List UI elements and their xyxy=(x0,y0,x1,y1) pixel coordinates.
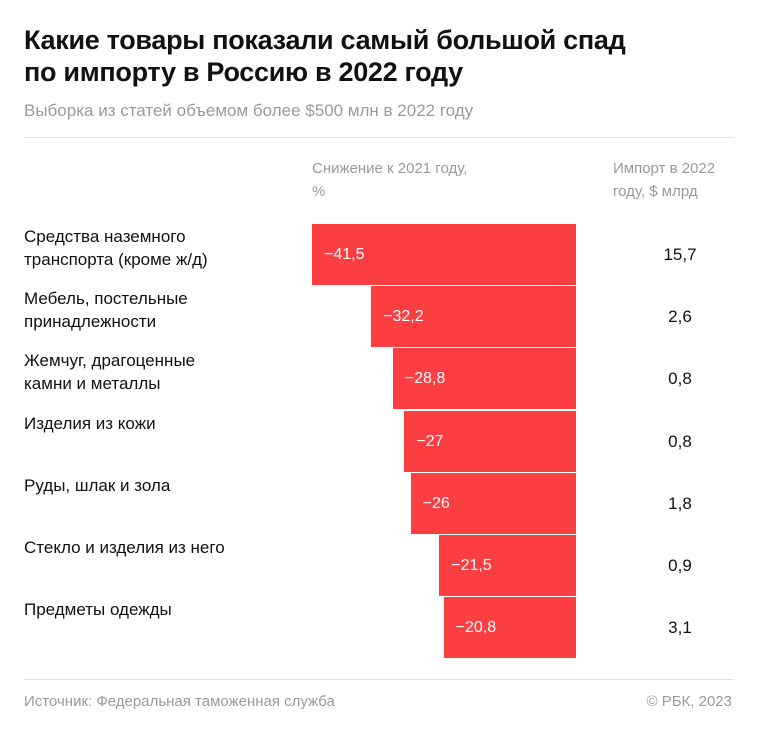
category-label: Изделия из кожи xyxy=(24,412,156,435)
category-label: Руды, шлак и зола xyxy=(24,474,170,497)
divider-bottom xyxy=(24,679,734,680)
import-value: 15,7 xyxy=(663,245,697,264)
header-line: % xyxy=(312,183,326,200)
category-label: Стекло и изделия из него xyxy=(24,536,225,559)
bar-value-label: −32,2 xyxy=(383,308,424,326)
category-label: Предметы одежды xyxy=(24,598,172,621)
category-label-line: Стекло и изделия из него xyxy=(24,538,225,557)
category-label-line: Предметы одежды xyxy=(24,600,172,620)
bar-value-label: −26 xyxy=(422,494,450,512)
category-label-line: Руды, шлак и зола xyxy=(24,475,171,495)
category-label: Жемчуг, драгоценные камни и металлы xyxy=(24,349,195,395)
import-value: 0,8 xyxy=(668,369,692,389)
category-label: Средства наземного транспорта (кроме ж/д) xyxy=(24,225,208,271)
import-value: 2,6 xyxy=(668,307,692,327)
bar xyxy=(404,410,576,472)
chart-title: Какие товары показали самый большой спад… xyxy=(24,24,744,88)
bar xyxy=(439,535,576,596)
import-value: 3,1 xyxy=(668,618,692,638)
bar xyxy=(371,286,576,348)
category-label-line: Жемчуг, драгоценные xyxy=(24,351,196,371)
category-label-line: транспорта (кроме ж/д) xyxy=(24,250,208,269)
import-value: 0,9 xyxy=(668,556,692,575)
bar-value-label: −21,5 xyxy=(451,557,492,574)
category-label-line: Изделия из кожи xyxy=(24,413,156,433)
import-value: 1,8 xyxy=(668,493,692,513)
category-label-line: камни и металлы xyxy=(24,374,161,394)
category-label: Мебель, постельные принадлежности xyxy=(24,287,188,333)
category-label-line: Мебель, постельные xyxy=(24,289,188,309)
bar-value-label: −28,8 xyxy=(404,370,446,388)
title-line-2: по импорту в Россию в 2022 году xyxy=(24,57,463,87)
chart-subtitle: Выборка из статей объемом более $500 млн… xyxy=(24,101,474,120)
divider-top xyxy=(24,137,734,138)
column-header-import: Импорт в 2022 году, $ млрд xyxy=(613,157,715,203)
header-line: Импорт в 2022 xyxy=(613,160,716,177)
bar xyxy=(392,348,576,410)
header-line: Снижение к 2021 году, xyxy=(312,160,468,177)
bar-value-label: −27 xyxy=(416,432,444,450)
bar-value-label: −41,5 xyxy=(324,246,365,263)
bar xyxy=(312,224,576,285)
bar xyxy=(443,597,576,659)
import-value: 0,8 xyxy=(668,431,692,451)
column-header-decline: Снижение к 2021 году, % xyxy=(312,157,467,203)
header-line: году, $ млрд xyxy=(613,183,698,200)
copyright: © РБК, 2023 xyxy=(646,693,732,710)
bar-value-label: −20,8 xyxy=(455,619,497,637)
title-line-1: Какие товары показали самый большой спад xyxy=(24,25,626,55)
bar xyxy=(410,472,576,534)
source-note: Источник: Федеральная таможенная служба xyxy=(24,693,335,710)
category-label-line: Средства наземного xyxy=(24,227,186,246)
category-label-line: принадлежности xyxy=(24,312,157,332)
